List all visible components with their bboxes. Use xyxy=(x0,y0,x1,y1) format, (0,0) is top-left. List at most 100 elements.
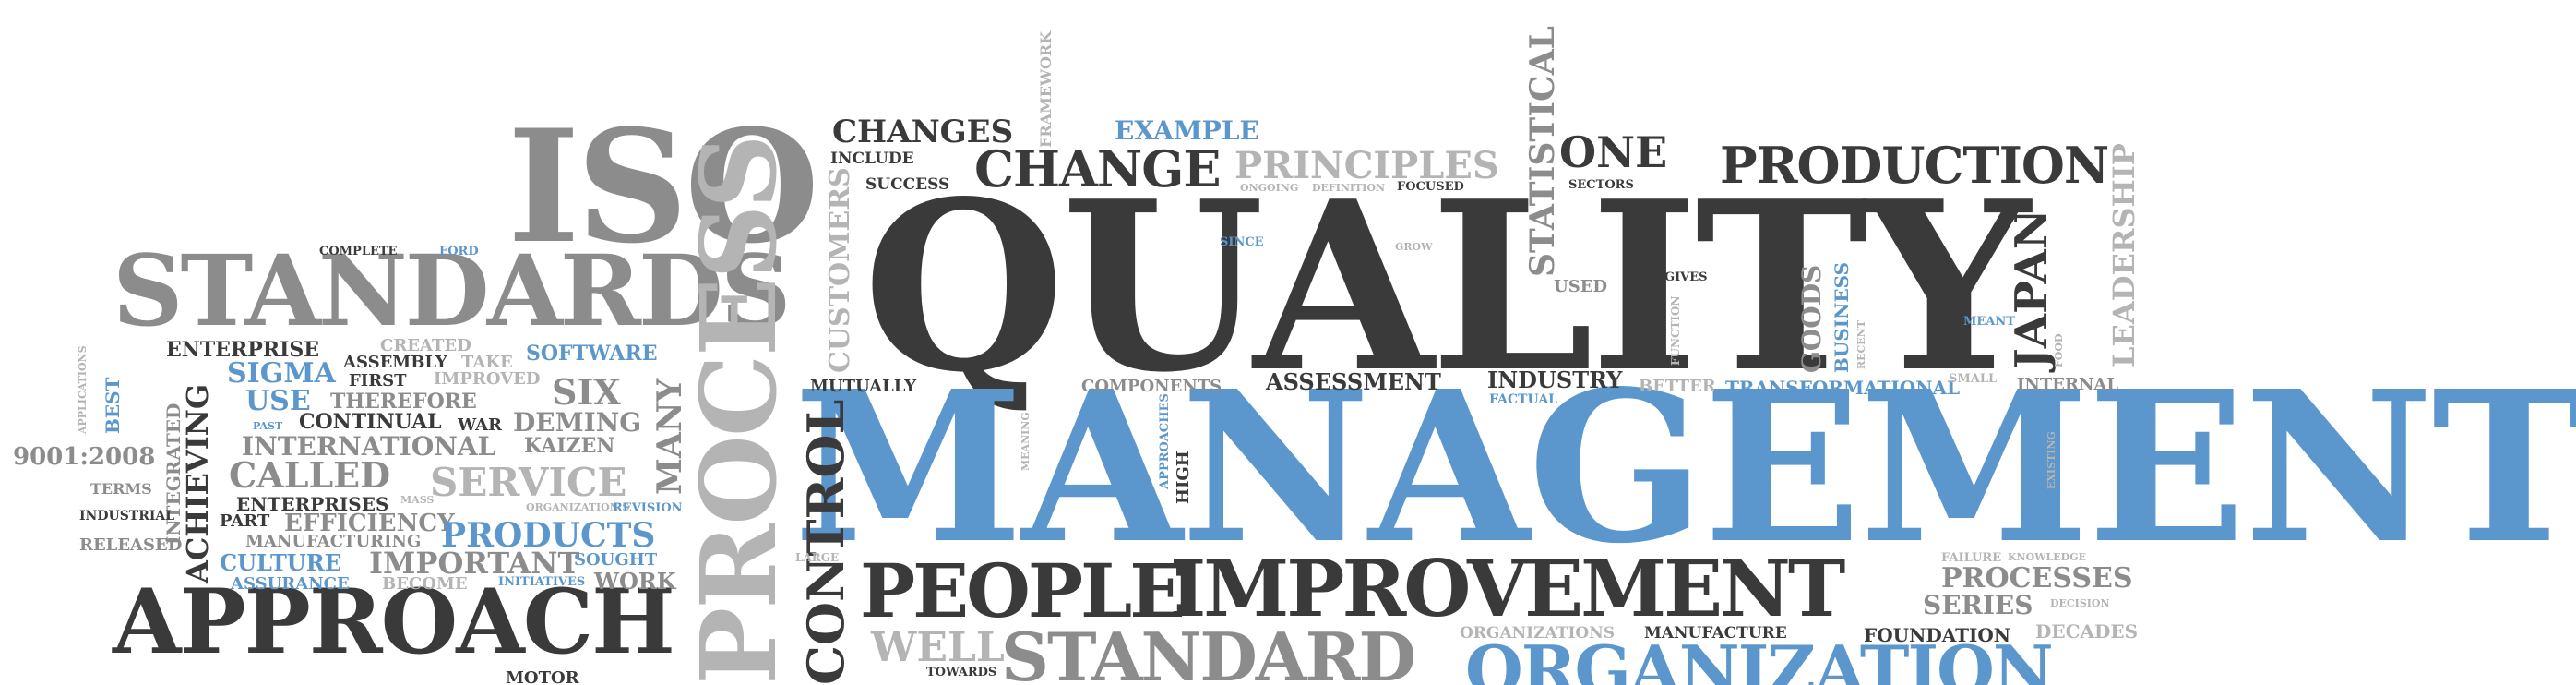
word-sought: SOUGHT xyxy=(574,550,658,570)
word-framework: FRAMEWORK xyxy=(1037,30,1055,148)
word-best: BEST xyxy=(101,377,124,434)
word-assessment: ASSESSMENT xyxy=(1266,368,1441,395)
word-organizations: ORGANIZATIONS xyxy=(1460,624,1616,643)
word-recent: RECENT xyxy=(1855,320,1867,369)
word-assurance: ASSURANCE xyxy=(231,574,350,594)
word-important: IMPORTANT xyxy=(369,546,580,581)
word-use: USE xyxy=(245,385,311,417)
word-kaizen: KAIZEN xyxy=(524,434,615,458)
word-revision: REVISION xyxy=(613,501,683,515)
word-since: SINCE xyxy=(1220,235,1264,249)
word-meaning: MEANING xyxy=(1020,412,1032,471)
word-changes: CHANGES xyxy=(832,114,1014,150)
word-many: MANY xyxy=(650,378,689,495)
word-well: WELL xyxy=(871,624,1005,671)
word-components: COMPONENTS xyxy=(1081,377,1222,396)
word-products: PRODUCTS xyxy=(441,516,656,555)
word-series: SERIES xyxy=(1923,590,2033,620)
word-initiatives: INITIATIVES xyxy=(498,575,586,589)
word-sectors: SECTORS xyxy=(1568,178,1634,192)
word-culture: CULTURE xyxy=(220,549,341,576)
word-called: CALLED xyxy=(229,454,391,496)
word-manufacturing: MANUFACTURING xyxy=(245,532,422,551)
word-focused: FOCUSED xyxy=(1397,180,1464,194)
word-failure: FAILURE xyxy=(1941,551,2002,565)
word-better: BETTER xyxy=(1639,377,1716,396)
word-meant: MEANT xyxy=(1963,315,2015,329)
word-goods: GOODS xyxy=(1796,264,1827,373)
word-deming: DEMING xyxy=(513,407,642,438)
word-standard: STANDARD xyxy=(1001,618,1416,685)
word-quality: QUALITY xyxy=(863,150,2031,424)
word-one: ONE xyxy=(1559,127,1668,177)
word-ongoing: ONGOING xyxy=(1240,182,1299,194)
word-definition: DEFINITION xyxy=(1312,182,1386,194)
word-industry: INDUSTRY xyxy=(1487,367,1623,393)
word-released: RELEASED xyxy=(79,535,183,555)
word-international: INTERNATIONAL xyxy=(242,431,496,462)
word-organization: ORGANIZATION xyxy=(1465,631,2054,685)
word-change: CHANGE xyxy=(974,139,1222,198)
word-terms: TERMS xyxy=(90,480,152,498)
word-industrial: INDUSTRIAL xyxy=(79,509,175,523)
word-organizations-s: ORGANIZATION'S xyxy=(526,501,630,513)
word-existing: EXISTING xyxy=(2045,431,2057,489)
word-iso: ISO xyxy=(507,95,819,278)
word-decision: DECISION xyxy=(2050,597,2110,609)
word-assembly: ASSEMBLY xyxy=(343,353,447,372)
word-past: PAST xyxy=(253,420,283,432)
word-gives: GIVES xyxy=(1664,270,1708,284)
word-include: INCLUDE xyxy=(830,150,914,168)
word-motor: MOTOR xyxy=(506,668,579,685)
word-improvement: IMPROVEMENT xyxy=(1170,543,1845,634)
word-mutually: MUTUALLY xyxy=(810,377,917,396)
word-therefore: THEREFORE xyxy=(330,390,477,414)
word-work: WORK xyxy=(594,568,676,595)
word-sigma: SIGMA xyxy=(227,357,336,390)
word-applications: APPLICATIONS xyxy=(77,345,89,434)
word-small: SMALL xyxy=(1949,372,1998,386)
word-principles: PRINCIPLES xyxy=(1234,144,1499,187)
word-internal: INTERNAL xyxy=(2017,375,2119,394)
word-ford: FORD xyxy=(439,245,479,258)
word-processes: PROCESSES xyxy=(1941,562,2133,595)
word-mass: MASS xyxy=(400,494,435,506)
word-people: PEOPLE xyxy=(860,547,1186,634)
word-part: PART xyxy=(220,511,270,531)
word-created: CREATED xyxy=(380,336,471,355)
word-decades: DECADES xyxy=(2035,620,2139,643)
word-achieving: ACHIEVING xyxy=(180,383,215,583)
word-approaches: APPROACHES xyxy=(1158,393,1172,489)
word-manufacture: MANUFACTURE xyxy=(1644,624,1787,643)
word-service: SERVICE xyxy=(430,460,627,505)
word-efficiency: EFFICIENCY xyxy=(284,510,455,537)
word-standards: STANDARDS xyxy=(113,233,791,348)
word-success: SUCCESS xyxy=(865,175,950,194)
word-first: FIRST xyxy=(349,371,407,391)
word-six: SIX xyxy=(552,371,621,413)
word-improved: IMPROVED xyxy=(434,369,541,389)
word-japan: JAPAN xyxy=(2006,209,2057,369)
word-complete: COMPLETE xyxy=(319,245,398,258)
word-enterprise: ENTERPRISE xyxy=(166,338,320,362)
word-control: CONTROL xyxy=(796,399,855,685)
word-customers: CUSTOMERS xyxy=(824,167,856,373)
word-enterprises: ENTERPRISES xyxy=(236,493,389,515)
word-transformational: TRANSFORMATIONAL xyxy=(1725,377,1961,399)
word-software: SOFTWARE xyxy=(526,342,658,366)
word-foundation: FOUNDATION xyxy=(1864,624,2011,646)
word-used: USED xyxy=(1554,277,1608,296)
word-towards: TOWARDS xyxy=(926,666,997,679)
word-production: PRODUCTION xyxy=(1720,136,2109,195)
word-example: EXAMPLE xyxy=(1115,115,1259,146)
word-management: MANAGEMENT xyxy=(793,346,2576,590)
word-war: WAR xyxy=(458,415,502,435)
word-food: FOOD xyxy=(2053,333,2065,367)
word-approach: APPROACH xyxy=(113,570,675,674)
word-become: BECOME xyxy=(382,574,468,594)
word-continual: CONTINUAL xyxy=(299,410,442,434)
word-grow: GROW xyxy=(1395,241,1433,253)
word-factual: FACTUAL xyxy=(1489,392,1558,407)
word-high: HIGH xyxy=(1174,451,1193,504)
